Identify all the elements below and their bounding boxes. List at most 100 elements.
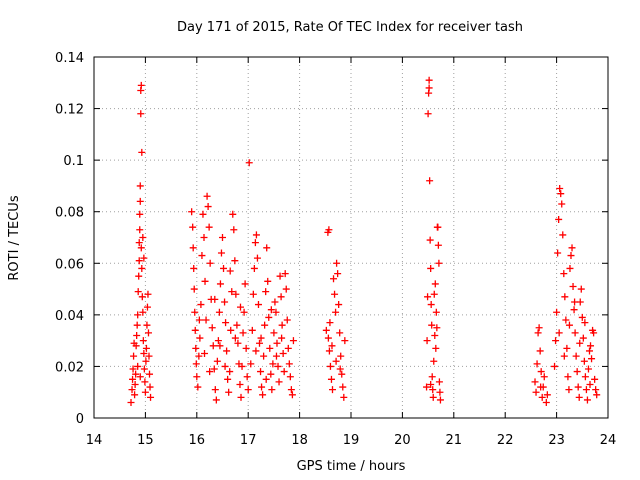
data-point (136, 182, 144, 190)
data-point (331, 290, 339, 298)
data-point (581, 373, 589, 381)
data-point (277, 293, 285, 301)
data-point (131, 380, 139, 388)
data-point (261, 321, 269, 329)
data-point (436, 396, 444, 404)
data-point (288, 391, 296, 399)
data-point (227, 326, 235, 334)
data-point (269, 360, 277, 368)
data-point (431, 280, 439, 288)
data-point (130, 352, 138, 360)
data-point (250, 264, 258, 272)
data-point (193, 373, 201, 381)
data-point (566, 264, 574, 272)
data-point (140, 350, 148, 358)
data-point (142, 344, 150, 352)
data-point (431, 331, 439, 339)
data-point (563, 344, 571, 352)
x-tick-label: 22 (497, 433, 514, 448)
data-point (336, 329, 344, 337)
data-point (240, 308, 248, 316)
data-point (435, 259, 443, 267)
data-point (141, 388, 149, 396)
data-point (434, 223, 442, 231)
data-point (202, 316, 210, 324)
data-point (328, 342, 336, 350)
data-point (190, 285, 198, 293)
data-point (233, 321, 241, 329)
data-point (222, 319, 230, 327)
data-point (131, 391, 139, 399)
data-point (206, 368, 214, 376)
x-tick-label: 18 (291, 433, 308, 448)
data-point (576, 339, 584, 347)
data-point (221, 298, 229, 306)
data-point (254, 301, 262, 309)
data-point (430, 357, 438, 365)
data-point (574, 383, 582, 391)
data-point (245, 159, 253, 167)
data-point (286, 373, 294, 381)
data-point (140, 365, 148, 373)
x-tick-label: 20 (394, 433, 411, 448)
data-point (325, 347, 333, 355)
data-point (209, 342, 217, 350)
data-point (136, 373, 144, 381)
data-point (195, 352, 203, 360)
data-point (203, 192, 211, 200)
data-point (581, 319, 589, 327)
data-point (265, 313, 273, 321)
data-point (139, 308, 147, 316)
y-tick-label: 0.02 (55, 360, 84, 375)
data-point (271, 298, 279, 306)
data-point (136, 226, 144, 234)
data-point (208, 324, 216, 332)
data-point (423, 383, 431, 391)
data-point (432, 308, 440, 316)
data-point (201, 350, 209, 358)
data-point (189, 244, 197, 252)
data-point (264, 277, 272, 285)
x-tick-label: 19 (343, 433, 360, 448)
data-point (236, 303, 244, 311)
data-point (327, 375, 335, 383)
data-point (426, 177, 434, 185)
data-point (225, 388, 233, 396)
data-point (278, 321, 286, 329)
data-point (585, 347, 593, 355)
data-point (584, 365, 592, 373)
data-point (204, 203, 212, 211)
data-point (587, 342, 595, 350)
data-point (243, 373, 251, 381)
data-point (534, 329, 542, 337)
data-point (127, 399, 135, 407)
data-point (239, 329, 247, 337)
data-point (231, 257, 239, 265)
y-tick-label: 0.08 (55, 206, 84, 221)
y-tick-label: 0 (76, 412, 84, 427)
data-point (281, 270, 289, 278)
data-point (252, 347, 260, 355)
data-points (127, 76, 601, 407)
data-point (275, 378, 283, 386)
data-point (567, 252, 575, 260)
data-point (247, 360, 255, 368)
data-point (211, 386, 219, 394)
data-point (257, 334, 265, 342)
data-point (586, 380, 594, 388)
data-point (429, 386, 437, 394)
y-tick-label: 0.06 (55, 257, 84, 272)
data-point (564, 373, 572, 381)
data-point (560, 270, 568, 278)
data-point (571, 298, 579, 306)
data-point (560, 352, 568, 360)
data-point (282, 285, 290, 293)
data-point (558, 200, 566, 208)
data-point (553, 308, 561, 316)
data-point (142, 357, 150, 365)
data-point (197, 301, 205, 309)
data-point (192, 344, 200, 352)
data-point (266, 344, 274, 352)
data-point (143, 321, 151, 329)
data-point (535, 324, 543, 332)
